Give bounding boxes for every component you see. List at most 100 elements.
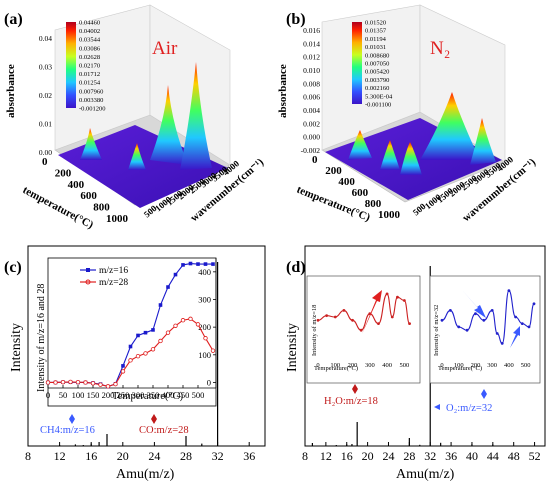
z-tick-label: 0.01 (39, 120, 52, 129)
x-tick-label: 32 (424, 449, 436, 463)
inset-x-tick-label: 50 (59, 390, 68, 400)
colorbar-tick-label: 0.01520 (365, 20, 386, 27)
arrow-ch4-icon (69, 414, 75, 424)
inset-point-mz28 (135, 353, 141, 359)
peak-a-1 (150, 85, 188, 165)
z-tick-label: 0.006 (303, 93, 320, 102)
inset-x-tick-label: 200 (471, 362, 481, 369)
peak-a-3 (80, 128, 102, 160)
axis-tick-label: 600 (352, 187, 369, 199)
inset-frame-c (47, 257, 217, 407)
x-tick-label: 16 (341, 449, 353, 463)
inset-point-mz28 (83, 380, 88, 385)
peak-a-2 (180, 62, 212, 170)
inset-x-tick-label: 0 (440, 362, 443, 369)
inset-x-tick-label: 100 (72, 390, 85, 400)
panel-label-a: (a) (4, 11, 23, 28)
gas-label-b: N₂ (430, 38, 450, 59)
inset-point-mz28 (113, 381, 118, 387)
colorbar-b (352, 22, 362, 104)
inset-x-tick-label: 400 (504, 362, 514, 369)
axis-tick-label: 400 (68, 179, 85, 191)
z-tick-label: 0.010 (303, 66, 320, 75)
x-axis-label-c: Amu(m/z) (116, 467, 175, 482)
x-tick-label: 16 (85, 449, 97, 463)
axis-tick-label: 1000 (106, 213, 129, 225)
colorbar-tick-label: 0.01194 (365, 36, 387, 43)
inset-point-mz16 (166, 285, 170, 289)
inset-point (316, 318, 320, 322)
axis-tick-label: 0 (42, 156, 48, 168)
inset-point-mz16 (196, 262, 200, 266)
spectrum-frame-c (27, 245, 266, 447)
inset-point (402, 299, 406, 302)
z-ticks-a: 0.04 0.03 0.02 0.01 0.00 (39, 34, 52, 157)
axis-tick-label: 0 (312, 154, 318, 166)
annotation-h2o: H₂O:m/z=18 (324, 396, 378, 407)
inset-point (495, 332, 499, 335)
inset-point (457, 325, 461, 329)
z-tick-label: 0.008 (303, 79, 320, 88)
colorbar-tick-label: 0.005420 (365, 69, 389, 76)
y-axis-label-c: Intensity (9, 323, 24, 372)
gas-label-a: Air (152, 38, 178, 59)
inset-point-mz28 (75, 379, 81, 385)
inset-point-mz16 (173, 272, 178, 277)
z-tick-label: 0.004 (303, 106, 320, 115)
panel-label-b: (b) (286, 11, 306, 28)
peak-a-4 (128, 143, 146, 170)
inset-point (390, 315, 394, 319)
inset-point (440, 318, 444, 322)
colorbar-tick-label: 0.01031 (365, 44, 386, 51)
colorbar-tick-label: -0.001200 (79, 106, 106, 113)
panel-b: (b) 0.015200.013570.011940.010310.008680… (277, 4, 538, 224)
inset-point (351, 318, 354, 322)
panel-label-d: (d) (286, 259, 306, 276)
panel-label-c: (c) (4, 259, 22, 276)
trend-arrow-red-icon (362, 290, 382, 334)
panel-c: (c) 8 12 16 20 24 28 32 36 Intensity Amu(m/z) 0… (4, 245, 313, 482)
inset-point (482, 318, 486, 322)
inset-point (342, 309, 346, 312)
inset-point-mz28 (173, 323, 178, 328)
legend-marker-mz16 (86, 268, 90, 272)
legend-text-mz16: m/z=16 (99, 266, 128, 276)
z-tick-label: 0.04 (39, 34, 52, 43)
z-tick-label: 0.000 (303, 133, 320, 142)
inset-x-tick-label: 400 (382, 362, 392, 369)
inset-point-mz28 (98, 382, 103, 387)
z-ticks-b: 0.016 0.014 0.012 0.010 0.008 0.006 0.004 0.002… (301, 26, 321, 155)
inset-x-tick-label: 200 (102, 390, 115, 400)
axis-tick-label: 600 (80, 190, 97, 202)
inset-point (385, 292, 389, 296)
inset-point-mz28 (90, 381, 96, 386)
z-axis-label-b: absorbance (277, 64, 289, 118)
inset-point (333, 315, 337, 319)
x-tick-label: 36 (243, 449, 255, 463)
inset-point-mz16 (136, 333, 140, 338)
inset-point-mz28 (105, 384, 111, 389)
inset-point-mz16 (158, 303, 163, 307)
axis-tick-label: 800 (93, 202, 110, 214)
inset-y-tick-label: 0 (207, 377, 211, 387)
inset-x-tick-label: 300 (132, 390, 145, 400)
inset1-frame-d (306, 275, 421, 384)
inset-point-mz28 (68, 379, 73, 385)
peak-b-4 (380, 140, 400, 170)
axis-tick-label: 800 (365, 198, 382, 210)
panel-d: (d) 8 12 16 20 24 28 32 36 40 44 48 52 Intensity Am… (285, 245, 546, 482)
inset-point-mz28 (210, 348, 216, 353)
inset-x-tick-label: 200 (348, 362, 358, 369)
x-tick-label: 36 (445, 449, 457, 463)
inset-xlabel-c: Temperature(°C) (112, 391, 184, 402)
x-ticks-d: 8 12 16 20 24 28 32 36 40 44 48 52 (302, 442, 541, 463)
inset-point (527, 325, 531, 329)
arrow-o2-icon (434, 404, 440, 410)
colorbar-tick-label: 0.007960 (79, 88, 103, 95)
inset1-xlabel-d: Temperature(°C) (314, 365, 358, 372)
trend-arrow-blue-1-icon (462, 290, 486, 318)
axis-tick-label: 200 (325, 165, 342, 177)
inset1-ylabel-d: Intensity of m/z=18 (311, 305, 318, 356)
z-tick-label: 0.03 (39, 63, 52, 72)
